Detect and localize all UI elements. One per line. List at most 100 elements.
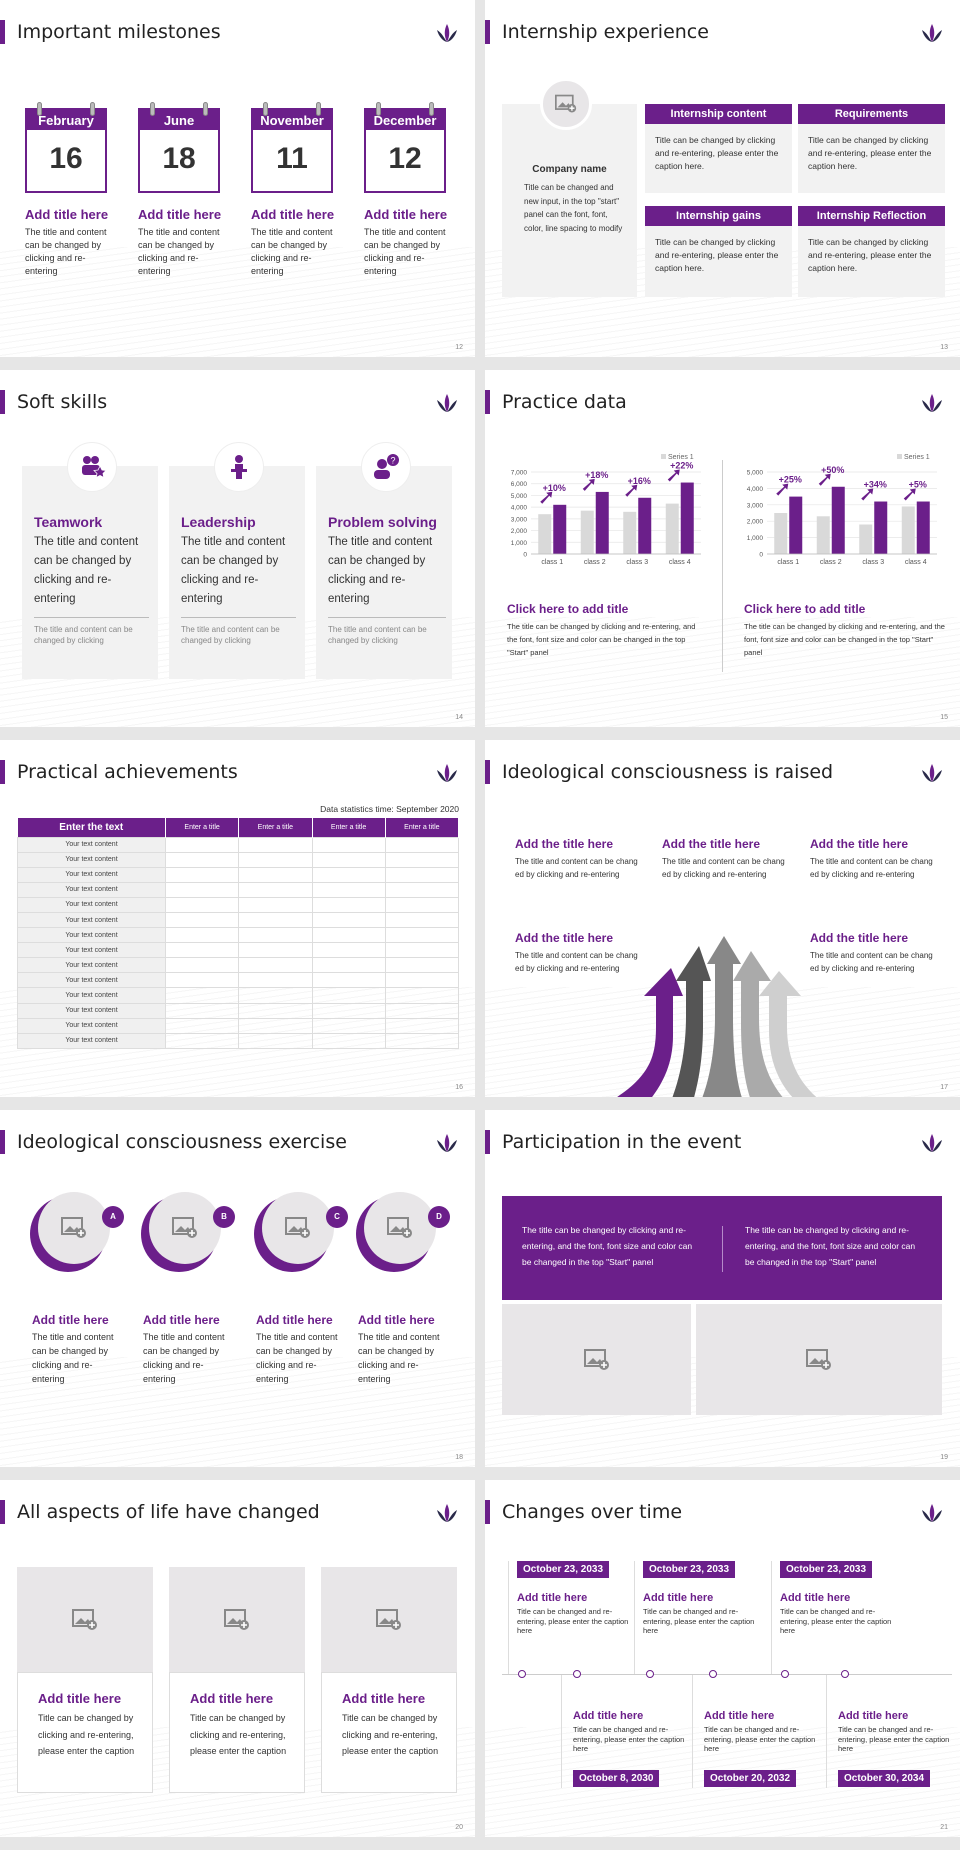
caption-title[interactable]: Click here to add title (744, 602, 866, 616)
image-placeholder[interactable] (17, 1567, 153, 1672)
skill-title[interactable]: Leadership (181, 514, 256, 530)
life-title[interactable]: Add title here (190, 1691, 274, 1706)
idea-title[interactable]: Add the title here (662, 837, 761, 851)
table-cell[interactable]: Your text content (17, 957, 166, 974)
company-name[interactable]: Company name (532, 164, 607, 175)
slide-18[interactable]: Ideological consciousness exercise 18 (0, 1110, 475, 1467)
table-cell[interactable] (164, 866, 240, 883)
table-cell[interactable] (384, 927, 460, 944)
table-cell[interactable] (311, 866, 386, 883)
table-cell[interactable] (238, 987, 313, 1004)
image-placeholder[interactable] (502, 1304, 691, 1415)
timeline-text[interactable]: Title can be changed and re-entering, pl… (643, 1607, 755, 1635)
caption-title[interactable]: Click here to add title (507, 602, 629, 616)
table-cell[interactable]: Your text content (17, 927, 166, 944)
slide-15[interactable]: Practice data 15 Series 1 0 1,000 2,000 3,00… (485, 370, 960, 727)
timeline-title[interactable]: Add title here (780, 1592, 851, 1604)
timeline-text[interactable]: Title can be changed and re-entering, pl… (573, 1725, 685, 1753)
skill-title[interactable]: Teamwork (34, 514, 103, 530)
table-cell[interactable] (384, 851, 460, 868)
table-cell[interactable] (238, 866, 313, 883)
life-title[interactable]: Add title here (38, 1691, 122, 1706)
timeline-date[interactable]: October 23, 2033 (643, 1561, 736, 1578)
table-cell[interactable] (384, 1002, 460, 1019)
table-cell[interactable] (384, 896, 460, 913)
caption-text[interactable]: The title can be changed by clicking and… (507, 622, 696, 657)
life-text[interactable]: Title can be changed by clicking and re-… (190, 1713, 287, 1756)
info-box-text[interactable]: Title can be changed by clicking and re-… (808, 237, 932, 273)
table-cell[interactable] (164, 911, 240, 929)
idea-title[interactable]: Add the title here (515, 837, 614, 851)
table-cell[interactable] (164, 1002, 240, 1019)
slide-19[interactable]: Participation in the event 19 The title … (485, 1110, 960, 1467)
table-cell[interactable] (384, 866, 460, 883)
table-cell[interactable]: Your text content (17, 911, 166, 929)
milestone-title[interactable]: Add title here (138, 207, 222, 222)
table-cell[interactable] (311, 987, 386, 1004)
milestone-title[interactable]: Add title here (364, 207, 448, 222)
table-cell[interactable] (164, 942, 240, 959)
milestone-title[interactable]: Add title here (25, 207, 109, 222)
idea-text[interactable]: The title and content can be chang ed by… (515, 951, 638, 973)
table-cell[interactable] (164, 881, 240, 898)
milestone-title[interactable]: Add title here (251, 207, 335, 222)
table-cell[interactable] (238, 896, 313, 913)
image-placeholder[interactable] (540, 78, 592, 130)
table-cell[interactable] (238, 851, 313, 868)
table-cell[interactable] (164, 1017, 240, 1034)
table-header[interactable]: Enter the text (17, 818, 166, 837)
table-cell[interactable] (311, 911, 386, 929)
exercise-title[interactable]: Add title here (32, 1313, 109, 1327)
timeline-date[interactable]: October 20, 2032 (704, 1770, 797, 1787)
table-cell[interactable] (164, 896, 240, 913)
image-placeholder[interactable] (262, 1192, 334, 1264)
event-text-right[interactable]: The title can be changed by clicking and… (745, 1225, 916, 1267)
timeline-text[interactable]: Title can be changed and re-entering, pl… (780, 1607, 892, 1635)
skill-title[interactable]: Problem solving (328, 514, 437, 530)
table-cell[interactable]: Your text content (17, 851, 166, 868)
table-cell[interactable] (311, 851, 386, 868)
table-cell[interactable] (384, 836, 460, 853)
image-placeholder[interactable] (38, 1192, 110, 1264)
table-cell[interactable]: Your text content (17, 1017, 166, 1034)
table-header[interactable]: Enter a title (312, 818, 386, 837)
table-cell[interactable]: Your text content (17, 942, 166, 959)
timeline-title[interactable]: Add title here (643, 1592, 714, 1604)
timeline-title[interactable]: Add title here (704, 1710, 775, 1722)
timeline-title[interactable]: Add title here (838, 1710, 909, 1722)
info-box-header[interactable]: Requirements (798, 104, 945, 124)
milestone-desc[interactable]: The title and content can be changed by … (25, 227, 107, 276)
table-cell[interactable] (164, 851, 240, 868)
slide-17[interactable]: Ideological consciousness is raised 17 A… (485, 740, 960, 1097)
table-cell[interactable] (384, 972, 460, 989)
info-box-header[interactable]: Internship content (645, 104, 792, 124)
table-cell[interactable] (238, 881, 313, 898)
table-cell[interactable] (311, 1017, 386, 1034)
table-cell[interactable]: Your text content (17, 987, 166, 1004)
skill-text[interactable]: The title and content can be changed by … (34, 536, 139, 605)
table-cell[interactable] (384, 911, 460, 929)
table-header[interactable]: Enter a title (165, 818, 240, 837)
timeline-text[interactable]: Title can be changed and re-entering, pl… (704, 1725, 816, 1753)
exercise-text[interactable]: The title and content can be changed by … (358, 1332, 440, 1384)
life-text[interactable]: Title can be changed by clicking and re-… (342, 1713, 439, 1756)
event-text-left[interactable]: The title can be changed by clicking and… (522, 1225, 693, 1267)
image-placeholder[interactable] (169, 1567, 305, 1672)
table-cell[interactable] (164, 957, 240, 974)
table-cell[interactable] (384, 1017, 460, 1034)
milestone-desc[interactable]: The title and content can be changed by … (251, 227, 333, 276)
timeline-date[interactable]: October 30, 2034 (838, 1770, 931, 1787)
table-cell[interactable] (311, 942, 386, 959)
table-header[interactable]: Enter a title (238, 818, 313, 837)
milestone-desc[interactable]: The title and content can be changed by … (138, 227, 220, 276)
table-cell[interactable]: Your text content (17, 1002, 166, 1019)
table-cell[interactable] (238, 957, 313, 974)
table-cell[interactable]: Your text content (17, 836, 166, 853)
table-cell[interactable] (238, 927, 313, 944)
skill-subtext[interactable]: The title and content can be changed by … (328, 617, 446, 646)
table-cell[interactable]: Your text content (17, 1032, 166, 1049)
table-cell[interactable] (384, 881, 460, 898)
idea-text[interactable]: The title and content can be chang ed by… (810, 857, 933, 879)
table-cell[interactable] (311, 972, 386, 989)
life-title[interactable]: Add title here (342, 1691, 426, 1706)
